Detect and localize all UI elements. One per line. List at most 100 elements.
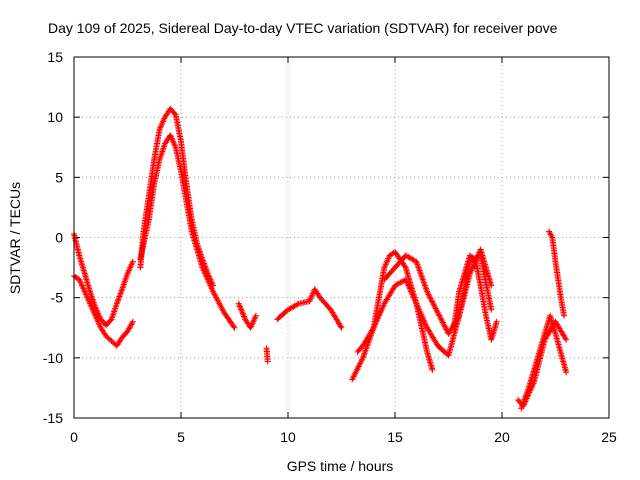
data-point (523, 392, 530, 399)
x-tick-label: 25 (601, 429, 617, 445)
data-point (237, 304, 244, 311)
series-s11 (450, 252, 500, 343)
series-s13 (518, 312, 570, 412)
data-point (118, 287, 125, 294)
data-point (431, 302, 438, 309)
data-point (561, 312, 568, 319)
data-point (519, 400, 526, 407)
data-point (401, 263, 408, 270)
y-tick-label: 15 (47, 49, 63, 65)
data-point (354, 364, 361, 371)
data-point (425, 291, 432, 298)
data-point (113, 300, 120, 307)
data-point (439, 318, 446, 325)
x-tick-label: 10 (280, 429, 296, 445)
data-point (442, 325, 449, 332)
data-point (438, 316, 445, 323)
data-point (236, 302, 243, 309)
data-point (349, 376, 356, 383)
data-point (432, 305, 439, 312)
x-tick-label: 15 (387, 429, 403, 445)
data-point (488, 306, 495, 313)
series-s14 (546, 228, 568, 319)
series-s2 (71, 273, 136, 349)
data-point (114, 299, 121, 306)
data-point (522, 395, 529, 402)
data-point (238, 306, 245, 313)
data-point (350, 373, 357, 380)
data-point (352, 370, 359, 377)
data-point (231, 324, 238, 331)
data-point (522, 393, 529, 400)
y-tick-label: -15 (43, 410, 63, 426)
data-point (240, 312, 247, 319)
series-s6 (263, 345, 271, 365)
data-point (114, 297, 121, 304)
data-point (353, 367, 360, 374)
x-tick-label: 0 (70, 429, 78, 445)
data-point (520, 398, 527, 405)
data-point (524, 389, 531, 396)
data-point (354, 366, 361, 373)
data-point (429, 366, 436, 373)
data-point (264, 358, 271, 365)
data-point (116, 293, 123, 300)
data-point (171, 110, 178, 117)
data-point (436, 313, 443, 320)
series-s4 (137, 132, 238, 331)
data-point (241, 313, 248, 320)
data-point (436, 312, 443, 319)
x-tick-label: 5 (177, 429, 185, 445)
data-point (563, 369, 570, 376)
data-point (118, 289, 125, 296)
series-s3 (137, 105, 217, 289)
data-point (520, 399, 527, 406)
chart-title: Day 109 of 2025, Sidereal Day-to-day VTE… (48, 20, 558, 36)
data-point (430, 301, 437, 308)
data-point (441, 323, 448, 330)
data-point (433, 306, 440, 313)
data-point (359, 356, 366, 363)
data-point (434, 309, 441, 316)
data-point (424, 288, 431, 295)
y-axis-label: SDTVAR / TECUs (7, 182, 23, 294)
data-point (357, 360, 364, 367)
data-point (523, 390, 530, 397)
data-point (488, 282, 495, 289)
y-tick-label: 0 (55, 230, 63, 246)
data-point (235, 300, 242, 307)
data-point (369, 326, 376, 333)
data-point (117, 292, 124, 299)
data-point (337, 323, 344, 330)
data-point (358, 357, 365, 364)
data-point (426, 294, 433, 301)
y-tick-label: -5 (51, 290, 64, 306)
data-point (355, 363, 362, 370)
data-point (129, 320, 136, 327)
data-point (117, 290, 124, 297)
data-point (562, 335, 569, 342)
data-point (440, 320, 447, 327)
axis-ticks: 0 5 10 15 20 25 -15 -10 -5 0 5 10 15 (43, 49, 617, 445)
data-point (129, 318, 136, 325)
data-point (356, 362, 363, 369)
grid (74, 57, 609, 418)
data-point (429, 299, 436, 306)
data-point (238, 307, 245, 314)
data-point (563, 336, 570, 343)
data-point (525, 386, 532, 393)
data-point (424, 290, 431, 297)
y-tick-label: 10 (47, 109, 63, 125)
data-point (521, 396, 528, 403)
data-point (518, 405, 525, 412)
x-tick-label: 20 (494, 429, 510, 445)
data-point (437, 315, 444, 322)
data-point (435, 311, 442, 318)
data-point (427, 295, 434, 302)
data-point (241, 314, 248, 321)
data-point (351, 372, 358, 379)
data-point (230, 323, 237, 330)
data-point (441, 322, 448, 329)
data-point (129, 258, 136, 265)
plot-frame (73, 56, 610, 419)
